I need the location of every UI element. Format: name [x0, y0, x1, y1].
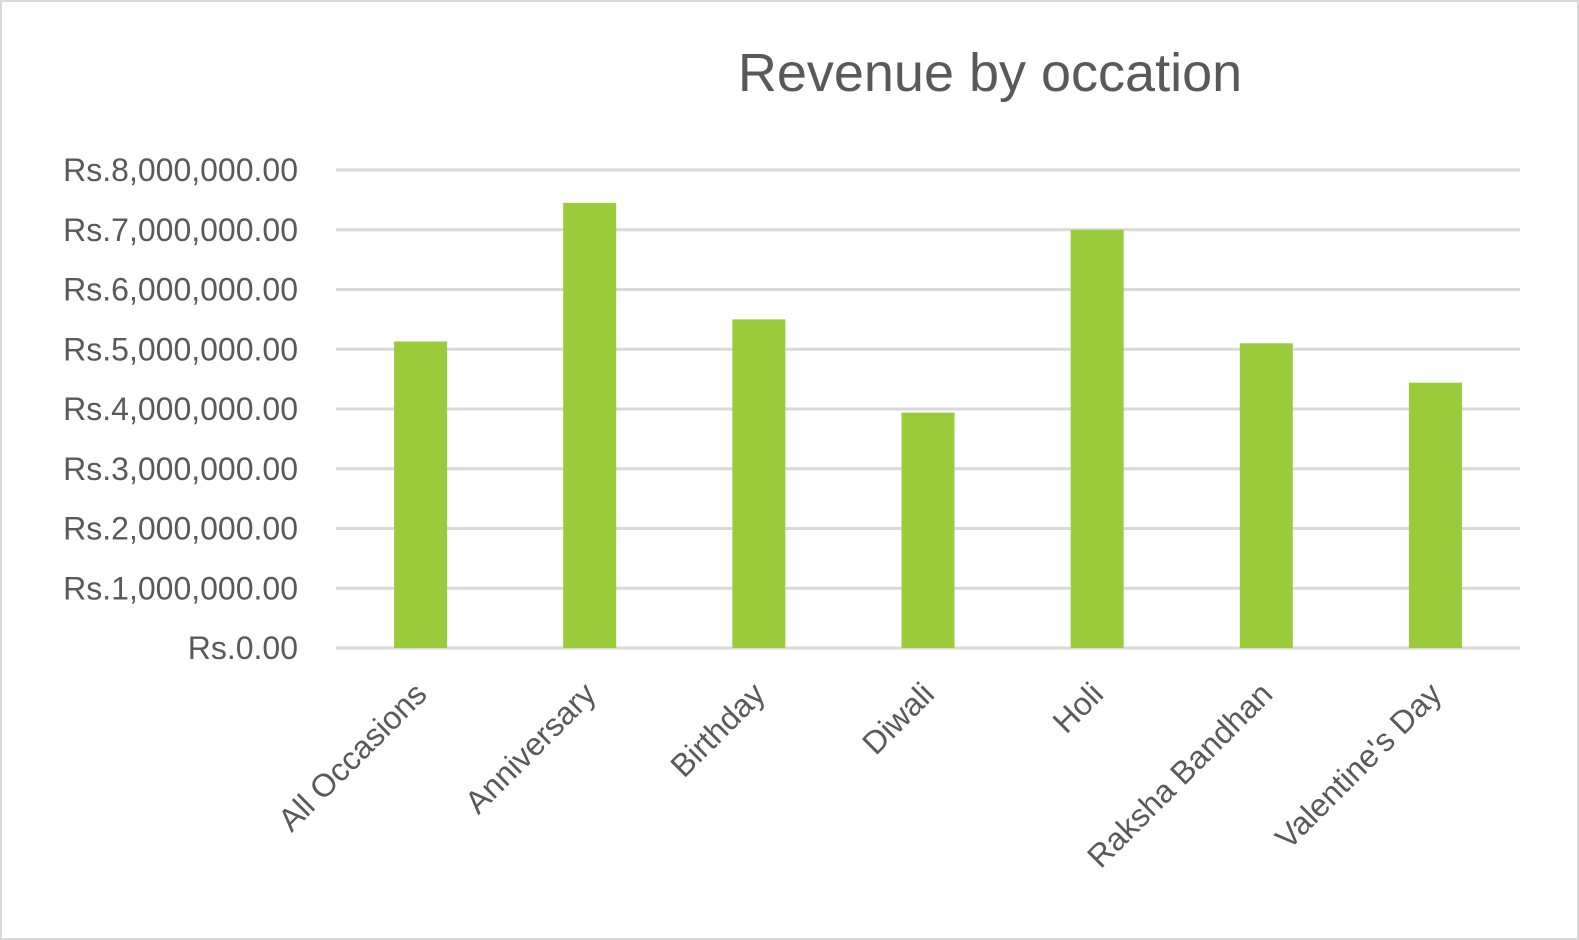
y-tick-label: Rs.6,000,000.00	[63, 272, 298, 308]
x-category-label: Birthday	[663, 675, 771, 783]
x-axis-labels: All Occasions Anniversary Birthday Diwali Ho…	[271, 675, 1448, 874]
y-tick-label: Rs.1,000,000.00	[63, 570, 298, 606]
bar	[563, 202, 617, 649]
bar	[1239, 343, 1293, 648]
x-category-label: Diwali	[855, 675, 941, 761]
x-category-label: Valentine's Day	[1268, 675, 1448, 855]
y-tick-label: Rs.8,000,000.00	[63, 152, 298, 188]
x-category-label: All Occasions	[271, 675, 434, 838]
bar	[1070, 229, 1124, 648]
y-tick-label: Rs.7,000,000.00	[63, 212, 298, 248]
x-category-label: Anniversary	[458, 675, 603, 820]
x-category-label: Holi	[1046, 675, 1110, 739]
y-tick-label: Rs.5,000,000.00	[63, 331, 298, 367]
y-tick-label: Rs.2,000,000.00	[63, 511, 298, 547]
bar	[732, 319, 786, 648]
y-axis-ticks: Rs.0.00 Rs.1,000,000.00 Rs.2,000,000.00 Rs.…	[63, 152, 298, 666]
bar	[394, 341, 448, 648]
bar	[901, 412, 955, 648]
bars	[394, 202, 1462, 649]
x-category-label: Raksha Bandhan	[1080, 675, 1279, 874]
y-tick-label: Rs.3,000,000.00	[63, 451, 298, 487]
y-tick-label: Rs.0.00	[188, 630, 298, 666]
chart-title: Revenue by occation	[737, 43, 1243, 103]
bar	[1408, 382, 1462, 648]
y-tick-label: Rs.4,000,000.00	[63, 391, 298, 427]
